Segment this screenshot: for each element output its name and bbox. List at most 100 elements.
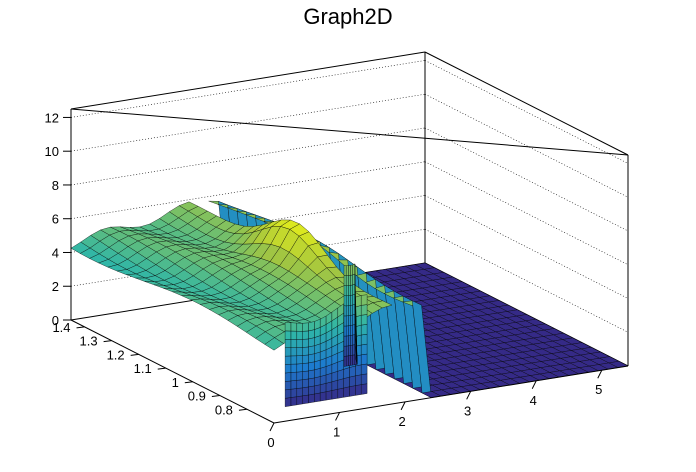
surface-cell — [302, 322, 309, 332]
surface-cell — [348, 265, 351, 276]
surface-cell — [302, 338, 309, 348]
surface-cell — [361, 334, 368, 346]
surface-cell — [337, 378, 344, 390]
surface-cell — [352, 283, 356, 296]
surface-cell — [302, 362, 309, 372]
surface-cell — [296, 347, 303, 356]
surface-cell — [346, 285, 349, 296]
surface-cell — [346, 345, 349, 357]
surface-cell — [314, 392, 321, 403]
surface-cell — [355, 295, 362, 308]
surface-cell — [348, 285, 351, 296]
surface-cell — [284, 372, 292, 382]
surface-cell — [308, 377, 315, 388]
surface-cell — [350, 264, 353, 276]
surface-cell — [290, 347, 297, 357]
surface-cell — [296, 379, 303, 389]
x-tick-label: 5 — [595, 382, 602, 397]
x-tick-label: 2 — [398, 414, 405, 429]
surface-cell — [296, 395, 303, 406]
surface-cell — [354, 263, 358, 365]
z-tick-label: 8 — [52, 178, 59, 193]
y-tick — [184, 381, 193, 384]
surface-cell — [346, 265, 349, 276]
z-grid-line — [424, 60, 629, 164]
y-tick — [238, 408, 247, 411]
z-tick-label: 4 — [52, 245, 59, 260]
surface-cell — [352, 303, 356, 316]
surface-cell — [308, 393, 315, 404]
box-edge — [424, 51, 629, 156]
z-tick-label: 2 — [52, 279, 59, 294]
x-tick-label: 1 — [333, 424, 340, 439]
surface-cell — [346, 275, 349, 286]
surface-cell — [296, 371, 303, 381]
y-tick-label: 0.9 — [188, 389, 206, 404]
surface-cell — [355, 384, 362, 396]
surface-cell — [331, 379, 338, 391]
surface-cell — [284, 389, 292, 399]
surface-cell — [346, 355, 349, 367]
surface-cell — [308, 385, 315, 396]
z-grid-line — [70, 161, 426, 220]
z-tick-label: 10 — [45, 144, 59, 159]
surface-cell — [350, 354, 353, 366]
surface-cell — [308, 361, 315, 372]
z-grid-line — [424, 228, 629, 333]
surface-cell — [361, 353, 368, 366]
surface-cell — [302, 378, 309, 389]
surface-cell — [348, 295, 351, 306]
surface-cell — [290, 396, 297, 407]
surface-cell — [348, 305, 351, 316]
surface-cell — [308, 329, 315, 340]
surface-cell — [290, 322, 297, 332]
surface-cell — [350, 334, 353, 346]
surface-cell — [308, 369, 315, 380]
surface-cell — [302, 394, 309, 405]
surface-cell — [348, 275, 351, 286]
box-edge — [70, 108, 629, 156]
surface-cell — [361, 383, 368, 395]
surface-cell — [290, 339, 297, 348]
surface-cell — [290, 363, 297, 373]
surface-cell — [290, 371, 297, 382]
surface-cell — [314, 376, 321, 387]
y-tick — [130, 353, 139, 356]
surface-cell — [349, 365, 356, 378]
surface-cell — [284, 397, 292, 407]
surface-cell — [296, 339, 303, 348]
y-tick — [211, 395, 220, 398]
surface-cell — [343, 386, 350, 398]
surface-cell — [296, 387, 303, 397]
surface-cell — [308, 321, 315, 332]
surface-cell — [352, 314, 356, 326]
z-grid-line — [424, 127, 629, 232]
z-grid-line — [424, 161, 629, 265]
surface-cell — [296, 331, 303, 340]
y-tick-label: 1.4 — [52, 320, 70, 335]
surface-cell — [355, 374, 362, 386]
x-tick-label: 3 — [464, 403, 471, 418]
surface-cell — [343, 355, 347, 367]
surface-cell — [343, 275, 347, 287]
x-tick-label: 4 — [530, 393, 537, 408]
surface-cell — [320, 383, 327, 394]
surface-cell — [348, 335, 351, 347]
surface-cell — [284, 339, 292, 348]
surface-cell — [352, 344, 356, 356]
surface-cell — [355, 364, 362, 377]
surface-cell — [314, 384, 321, 395]
x-tick — [531, 380, 537, 390]
x-tick-label: 0 — [267, 435, 274, 450]
z-grid-line — [70, 127, 426, 186]
z-tick-label: 6 — [52, 212, 59, 227]
surface-cell — [308, 353, 315, 364]
surface-cell — [361, 343, 368, 356]
surface-cell — [302, 386, 309, 397]
surface-cell — [350, 324, 353, 336]
surface-cell — [352, 324, 356, 336]
surface-cell — [325, 381, 333, 392]
surface-cell — [296, 322, 303, 332]
z-grid-line — [70, 93, 426, 152]
z-grid-line — [424, 195, 629, 299]
